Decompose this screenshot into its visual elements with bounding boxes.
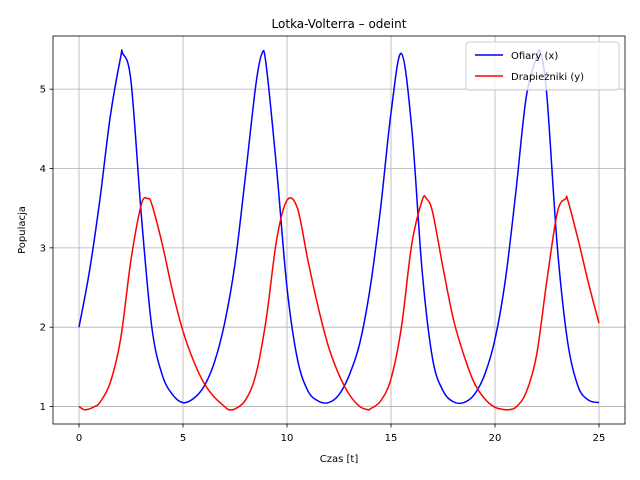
legend: Ofiary (x) Drapieżniki (y)	[465, 41, 620, 91]
x-tick-label: 5	[180, 433, 186, 444]
y-tick-label: 3	[40, 243, 46, 254]
ticks: 0 5 10 15 20 25 1 2 3 4 5	[40, 85, 606, 444]
plot-frame	[52, 35, 626, 425]
x-tick-label: 15	[385, 433, 398, 444]
prey-series-line	[78, 49, 600, 405]
y-tick-label: 4	[40, 164, 46, 175]
y-tick-label: 1	[40, 402, 46, 413]
x-axis-label: Czas [t]	[320, 454, 359, 465]
predator-series-line	[78, 195, 600, 411]
legend-box	[465, 41, 620, 91]
y-axis-label: Populacja	[17, 206, 28, 254]
x-tick-label: 20	[489, 433, 502, 444]
legend-label-prey: Ofiary (x)	[511, 51, 558, 62]
legend-label-predator: Drapieżniki (y)	[511, 72, 584, 83]
x-tick-label: 0	[76, 433, 82, 444]
series-layer	[78, 49, 600, 411]
chart-title: Lotka-Volterra – odeint	[272, 17, 407, 31]
x-tick-label: 10	[281, 433, 294, 444]
x-tick-label: 25	[593, 433, 606, 444]
y-tick-label: 5	[40, 85, 46, 96]
y-tick-label: 2	[40, 323, 46, 334]
